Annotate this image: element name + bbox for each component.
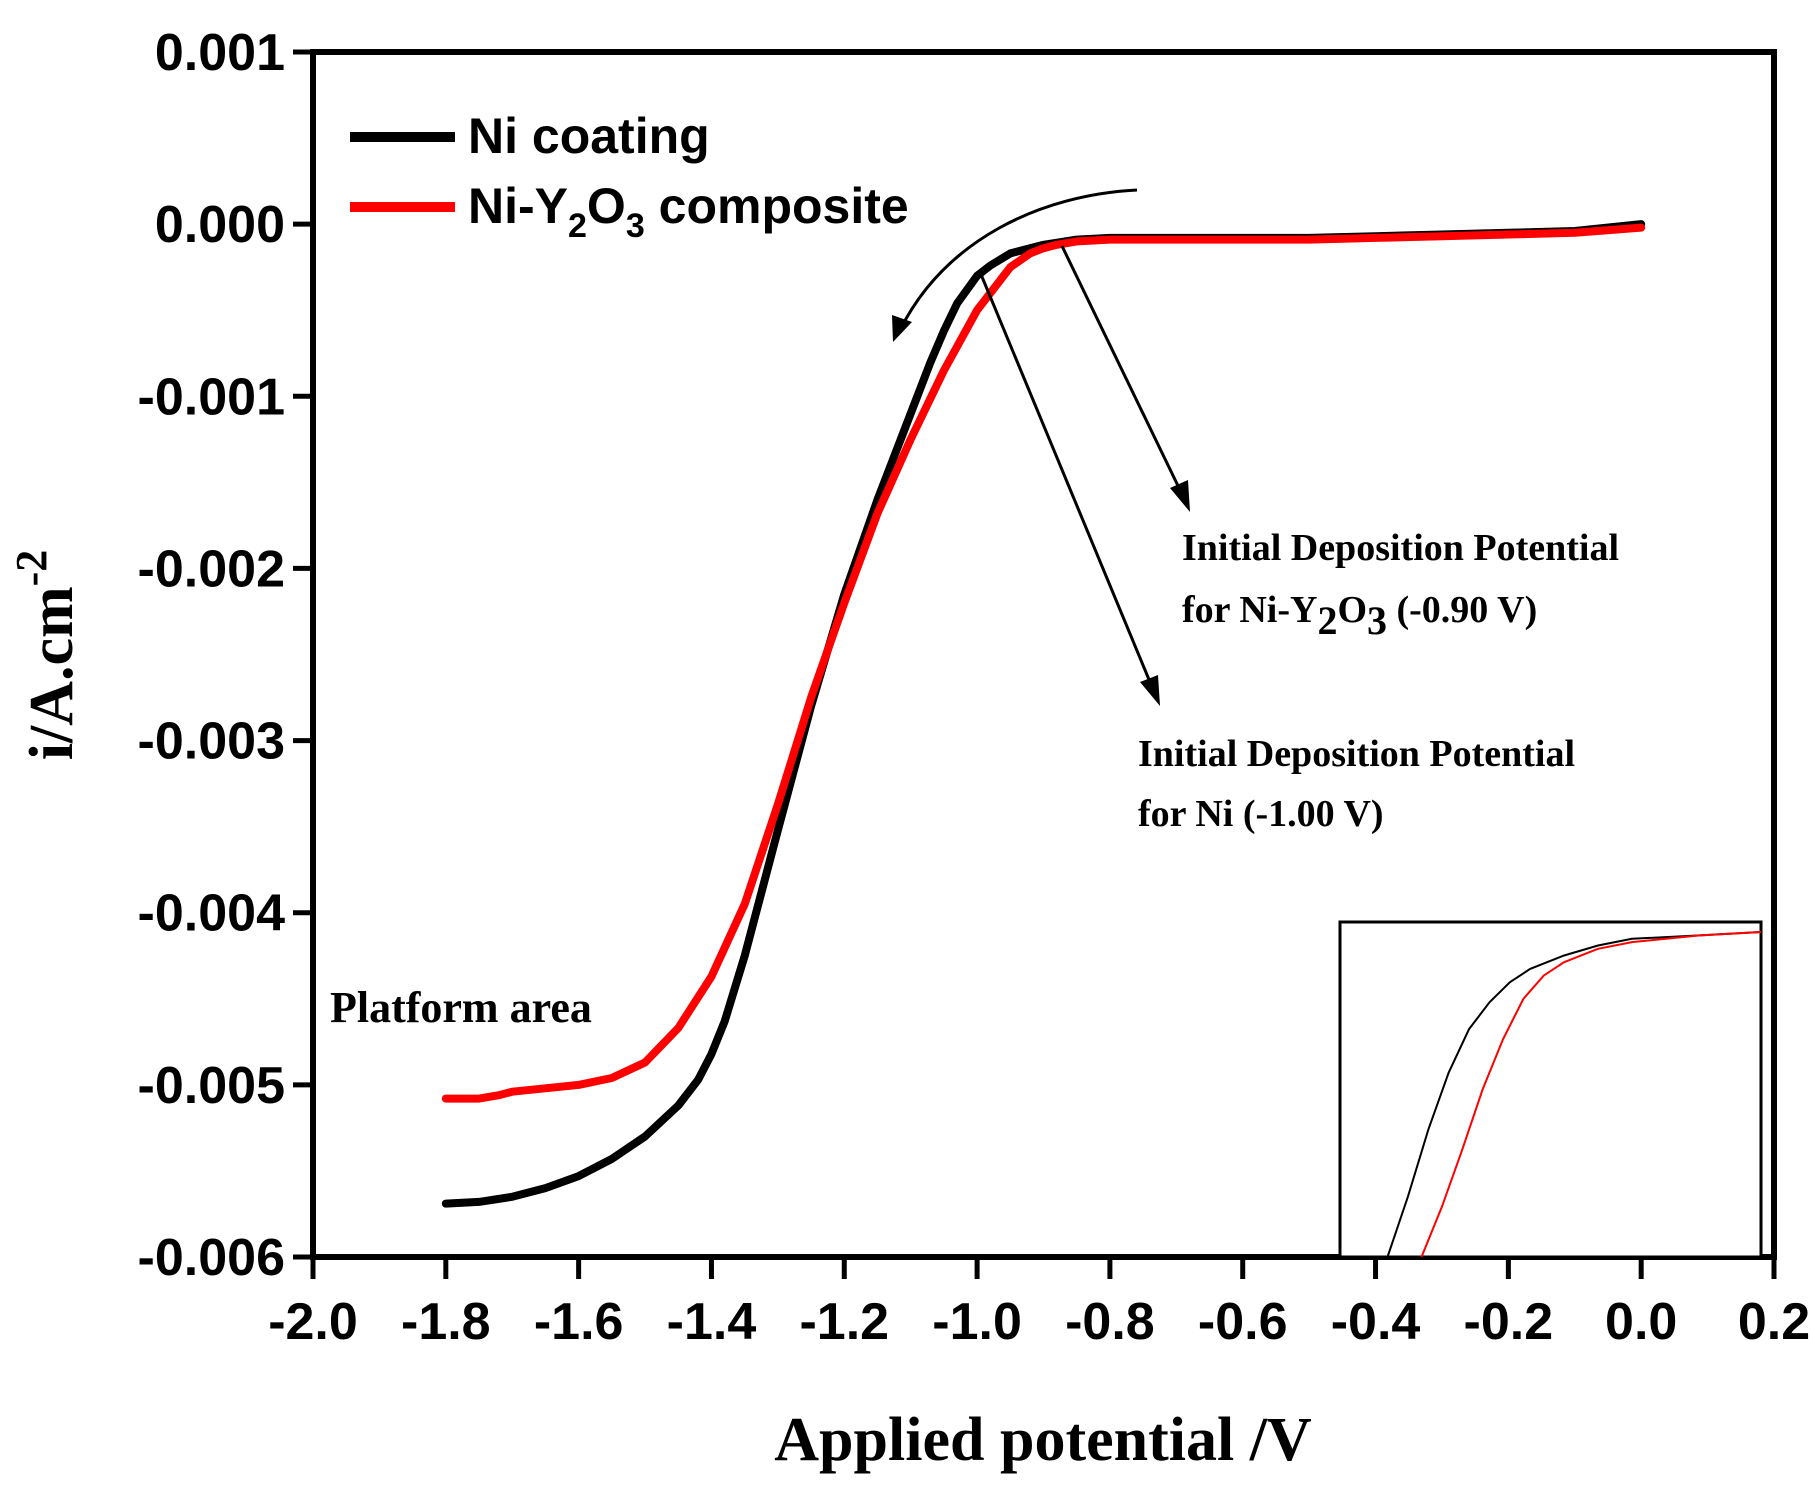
ni-potential-arrow — [978, 271, 1152, 683]
annotation-composite-line1: Initial Deposition Potential — [1182, 527, 1619, 569]
inset-composite-line — [1420, 931, 1762, 1258]
y-axis-title-sup: -2 — [7, 550, 56, 587]
y-tick-label: -0.001 — [138, 368, 285, 426]
y-axis-title: i/A.cm — [18, 586, 86, 760]
legend-composite-label: Ni-Y2O3 composite — [468, 178, 909, 245]
x-tick-label: 0.2 — [1738, 1293, 1810, 1351]
annotation-composite-line2-sub2: 3 — [1367, 598, 1387, 643]
y-tick-label: -0.005 — [138, 1057, 285, 1115]
inset — [1338, 920, 1763, 1259]
plot-frame — [310, 49, 1777, 1260]
y-tick-label: 0.000 — [155, 196, 285, 254]
series-composite-line — [441, 223, 1646, 1103]
inset-frame — [1338, 920, 1763, 1259]
annotation-composite-line2-c: (-0.90 V) — [1387, 589, 1537, 631]
inset-series-layer — [1386, 931, 1762, 1258]
composite-potential-arrowhead — [1170, 480, 1190, 512]
x-tick-label: -0.8 — [1065, 1293, 1155, 1351]
x-tick-label: -1.6 — [534, 1293, 624, 1351]
legend-ni-label: Ni coating — [468, 108, 710, 164]
annotation-composite-line2-a: for Ni-Y — [1182, 589, 1317, 631]
x-tick-label: -1.0 — [932, 1293, 1022, 1351]
svg-text:i/A.cm-2: i/A.cm-2 — [7, 550, 86, 761]
x-axis-ticks: -2.0 -1.8 -1.6 -1.4 -1.2 -1.0 -0.8 -0.6 -0.4 -0.2… — [268, 1257, 1810, 1351]
x-tick-label: -2.0 — [268, 1293, 358, 1351]
y-axis-title-group: i/A.cm-2 — [7, 550, 86, 761]
sweep-direction-arrowhead — [892, 315, 912, 342]
y-tick-label: -0.002 — [138, 540, 285, 598]
legend-composite-c: composite — [645, 178, 909, 234]
annotation-ni-line1: Initial Deposition Potential — [1138, 733, 1575, 775]
x-tick-label: -1.4 — [667, 1293, 757, 1351]
x-axis-title: Applied potential /V — [774, 1406, 1312, 1474]
x-tick-label: -1.8 — [401, 1293, 491, 1351]
series-layer — [441, 220, 1646, 1208]
y-tick-label: 0.001 — [155, 24, 285, 82]
x-tick-label: -0.4 — [1331, 1293, 1421, 1351]
annotation-ni-line2: for Ni (-1.00 V) — [1138, 793, 1384, 835]
x-tick-label: -0.6 — [1198, 1293, 1288, 1351]
x-tick-label: -0.2 — [1464, 1293, 1554, 1351]
x-tick-label: 0.0 — [1605, 1293, 1677, 1351]
y-tick-label: -0.006 — [138, 1229, 285, 1287]
composite-potential-arrow — [1060, 245, 1182, 491]
annotation-composite-line2: for Ni-Y2O3 (-0.90 V) — [1182, 589, 1537, 643]
annotation-composite-line2-b: O — [1337, 589, 1367, 631]
x-tick-label: -1.2 — [799, 1293, 889, 1351]
annotation-composite-line2-sub1: 2 — [1317, 598, 1337, 643]
legend-composite-b: O — [587, 178, 626, 234]
legend-composite-sub2: 3 — [626, 207, 645, 245]
legend: Ni coating Ni-Y2O3 composite — [350, 108, 909, 245]
ni-potential-arrowhead — [1140, 675, 1160, 706]
y-axis-ticks: 0.001 0.000 -0.001 -0.002 -0.003 -0.004 -0.005… — [138, 24, 313, 1287]
legend-composite-sub1: 2 — [568, 207, 587, 245]
inset-ni-line — [1386, 931, 1762, 1258]
y-tick-label: -0.003 — [138, 713, 285, 771]
annotation-platform: Platform area — [330, 983, 592, 1032]
legend-composite-a: Ni-Y — [468, 178, 568, 234]
sweep-direction-arrow — [898, 188, 1138, 331]
y-tick-label: -0.004 — [138, 885, 286, 943]
